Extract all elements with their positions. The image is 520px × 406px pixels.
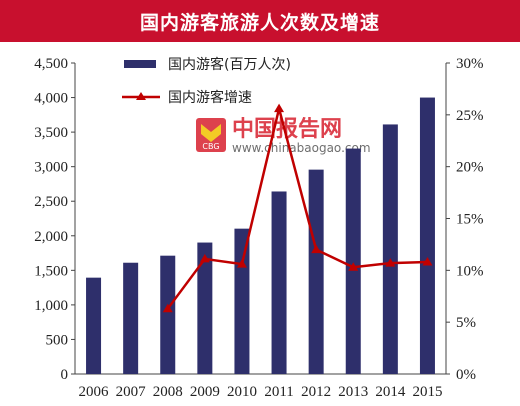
x-tick-label: 2011 xyxy=(264,384,293,400)
x-tick-label: 2009 xyxy=(190,384,220,400)
line-point xyxy=(311,244,322,254)
y-tick-label: 3,000 xyxy=(34,160,68,176)
y-tick-label: 2,000 xyxy=(34,229,68,245)
y2-tick-label: 15% xyxy=(456,212,484,228)
bar-series xyxy=(86,97,435,375)
bar xyxy=(271,191,287,374)
y-tick-label: 500 xyxy=(46,332,69,348)
legend-line-label: 国内游客增速 xyxy=(168,89,252,106)
line-point xyxy=(236,259,247,268)
growth-line xyxy=(166,108,428,310)
x-tick-label: 2015 xyxy=(412,384,442,400)
x-tick-label: 2007 xyxy=(116,384,147,400)
legend-bar-swatch xyxy=(124,60,156,68)
y-tick-label: 1,000 xyxy=(34,298,68,314)
y-tick-label: 1,500 xyxy=(34,263,68,279)
bar xyxy=(345,148,361,374)
line-point xyxy=(385,258,396,267)
y2-tick-label: 10% xyxy=(456,263,484,279)
watermark-logo-text: CBG xyxy=(202,142,219,151)
bar xyxy=(308,169,324,374)
line-series xyxy=(162,103,433,313)
line-point xyxy=(274,103,285,113)
bar xyxy=(234,228,250,374)
x-tick-label: 2008 xyxy=(153,384,183,400)
x-tick-label: 2012 xyxy=(301,384,331,400)
bar xyxy=(86,277,102,374)
line-point xyxy=(199,253,210,263)
line-point xyxy=(162,303,173,313)
y2-tick-label: 25% xyxy=(456,108,484,124)
y2-tick-label: 30% xyxy=(456,56,484,72)
bar xyxy=(197,242,213,374)
legend-bar-label: 国内游客(百万人次) xyxy=(168,56,291,73)
bar xyxy=(123,262,139,374)
y-tick-label: 0 xyxy=(61,367,69,383)
y2-tick-label: 0% xyxy=(456,367,476,383)
y2-tick-label: 5% xyxy=(456,315,476,331)
legend-line-marker xyxy=(136,92,146,100)
watermark-logo: CBG xyxy=(196,118,226,152)
chart-title: 国内游客旅游人次数及增速 xyxy=(0,0,520,42)
legend: 国内游客(百万人次) 国内游客增速 xyxy=(122,56,291,106)
x-tick-label: 2014 xyxy=(375,384,406,400)
y-tick-label: 4,000 xyxy=(34,91,68,107)
bar xyxy=(419,97,435,375)
bar xyxy=(160,255,176,374)
watermark-url: www.chinabaogao.com xyxy=(232,141,371,155)
x-tick-label: 2010 xyxy=(227,384,257,400)
y-tick-label: 2,500 xyxy=(34,194,68,210)
y-tick-label: 4,500 xyxy=(34,56,68,72)
x-tick-label: 2006 xyxy=(79,384,110,400)
line-point xyxy=(422,257,433,266)
bar xyxy=(382,124,398,374)
y2-tick-label: 20% xyxy=(456,160,484,176)
tick-labels: 0 500 1,000 1,500 2,000 2,500 3,000 3,500 4,000 4… xyxy=(34,56,483,400)
line-point xyxy=(348,262,359,271)
x-tick-label: 2013 xyxy=(338,384,368,400)
y-tick-label: 3,500 xyxy=(34,125,68,141)
